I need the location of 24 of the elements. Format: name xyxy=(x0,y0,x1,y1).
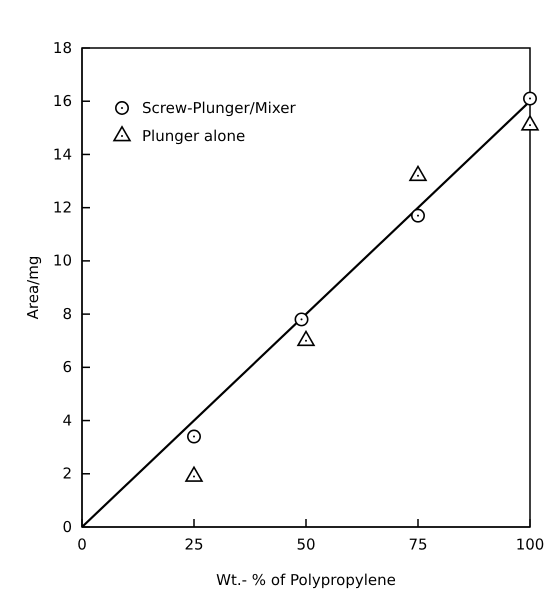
y-tick-label: 18 xyxy=(52,38,72,57)
y-tick-label: 14 xyxy=(52,145,72,164)
x-tick-label: 0 xyxy=(77,536,87,554)
point xyxy=(294,312,308,326)
y-tick-label: 8 xyxy=(62,304,72,323)
y-axis-title: Area/mg xyxy=(24,256,42,320)
y-tick-label: 6 xyxy=(62,358,72,376)
y-tick-label: 2 xyxy=(62,464,72,483)
y-tick-label: 0 xyxy=(62,518,72,536)
x-axis-title: Wt.- % of Polypropylene xyxy=(216,571,396,589)
point xyxy=(297,330,315,346)
point xyxy=(185,466,203,482)
x-tick-label: 50 xyxy=(296,536,316,554)
point xyxy=(411,208,425,223)
x-tick-label: 25 xyxy=(184,536,204,554)
y-tick-label: 16 xyxy=(52,92,72,110)
y-tick-label: 4 xyxy=(62,411,72,430)
legend-label: Plunger alone xyxy=(142,127,246,145)
x-tick-label: 75 xyxy=(408,536,428,554)
y-tick-label: 12 xyxy=(52,198,72,216)
point xyxy=(523,92,537,106)
y-tick-label: 10 xyxy=(52,252,72,270)
x-tick-label: 100 xyxy=(516,536,544,554)
legend-label: Screw-Plunger/Mixer xyxy=(142,99,296,117)
